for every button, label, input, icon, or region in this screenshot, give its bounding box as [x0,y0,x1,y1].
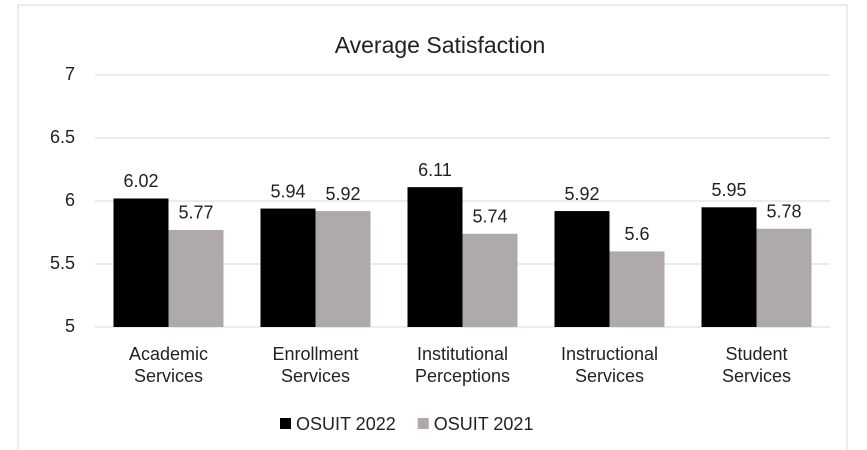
data-label: 5.92 [325,184,360,204]
x-tick-label: Academic Services [128,344,209,386]
bar [462,233,518,327]
y-tick-label: 6 [65,190,75,210]
legend-label: OSUIT 2022 [296,414,396,434]
bar [113,198,169,327]
x-tick-label: Institutional Perceptions [414,344,511,386]
data-label: 5.95 [711,180,746,200]
bar [554,211,610,327]
chart-title: Average Satisfaction [335,32,546,58]
data-label: 5.92 [564,184,599,204]
legend-swatch [280,418,291,429]
bar [609,251,665,327]
bar [701,207,757,327]
bar [168,229,224,327]
chart-border [17,4,848,450]
data-label: 5.94 [270,181,305,201]
legend-label: OSUIT 2021 [434,414,534,434]
data-label: 5.6 [624,224,649,244]
data-label: 6.02 [123,171,158,191]
data-label: 5.74 [472,207,507,227]
data-label: 6.11 [418,160,452,180]
data-label: 5.77 [178,203,213,223]
x-tick-label: Instructional Services [560,344,659,386]
bar [407,187,463,327]
bar [315,211,371,327]
x-tick-label: Enrollment Services [272,344,359,386]
bar [260,208,316,327]
x-tick-label: Student Services [721,344,792,386]
data-label: 5.78 [766,201,801,221]
y-tick-label: 5.5 [50,253,75,273]
y-tick-label: 5 [65,316,75,336]
y-tick-label: 7 [65,64,75,84]
bar [756,228,812,327]
y-tick-label: 6.5 [50,127,75,147]
legend-swatch [417,418,429,429]
